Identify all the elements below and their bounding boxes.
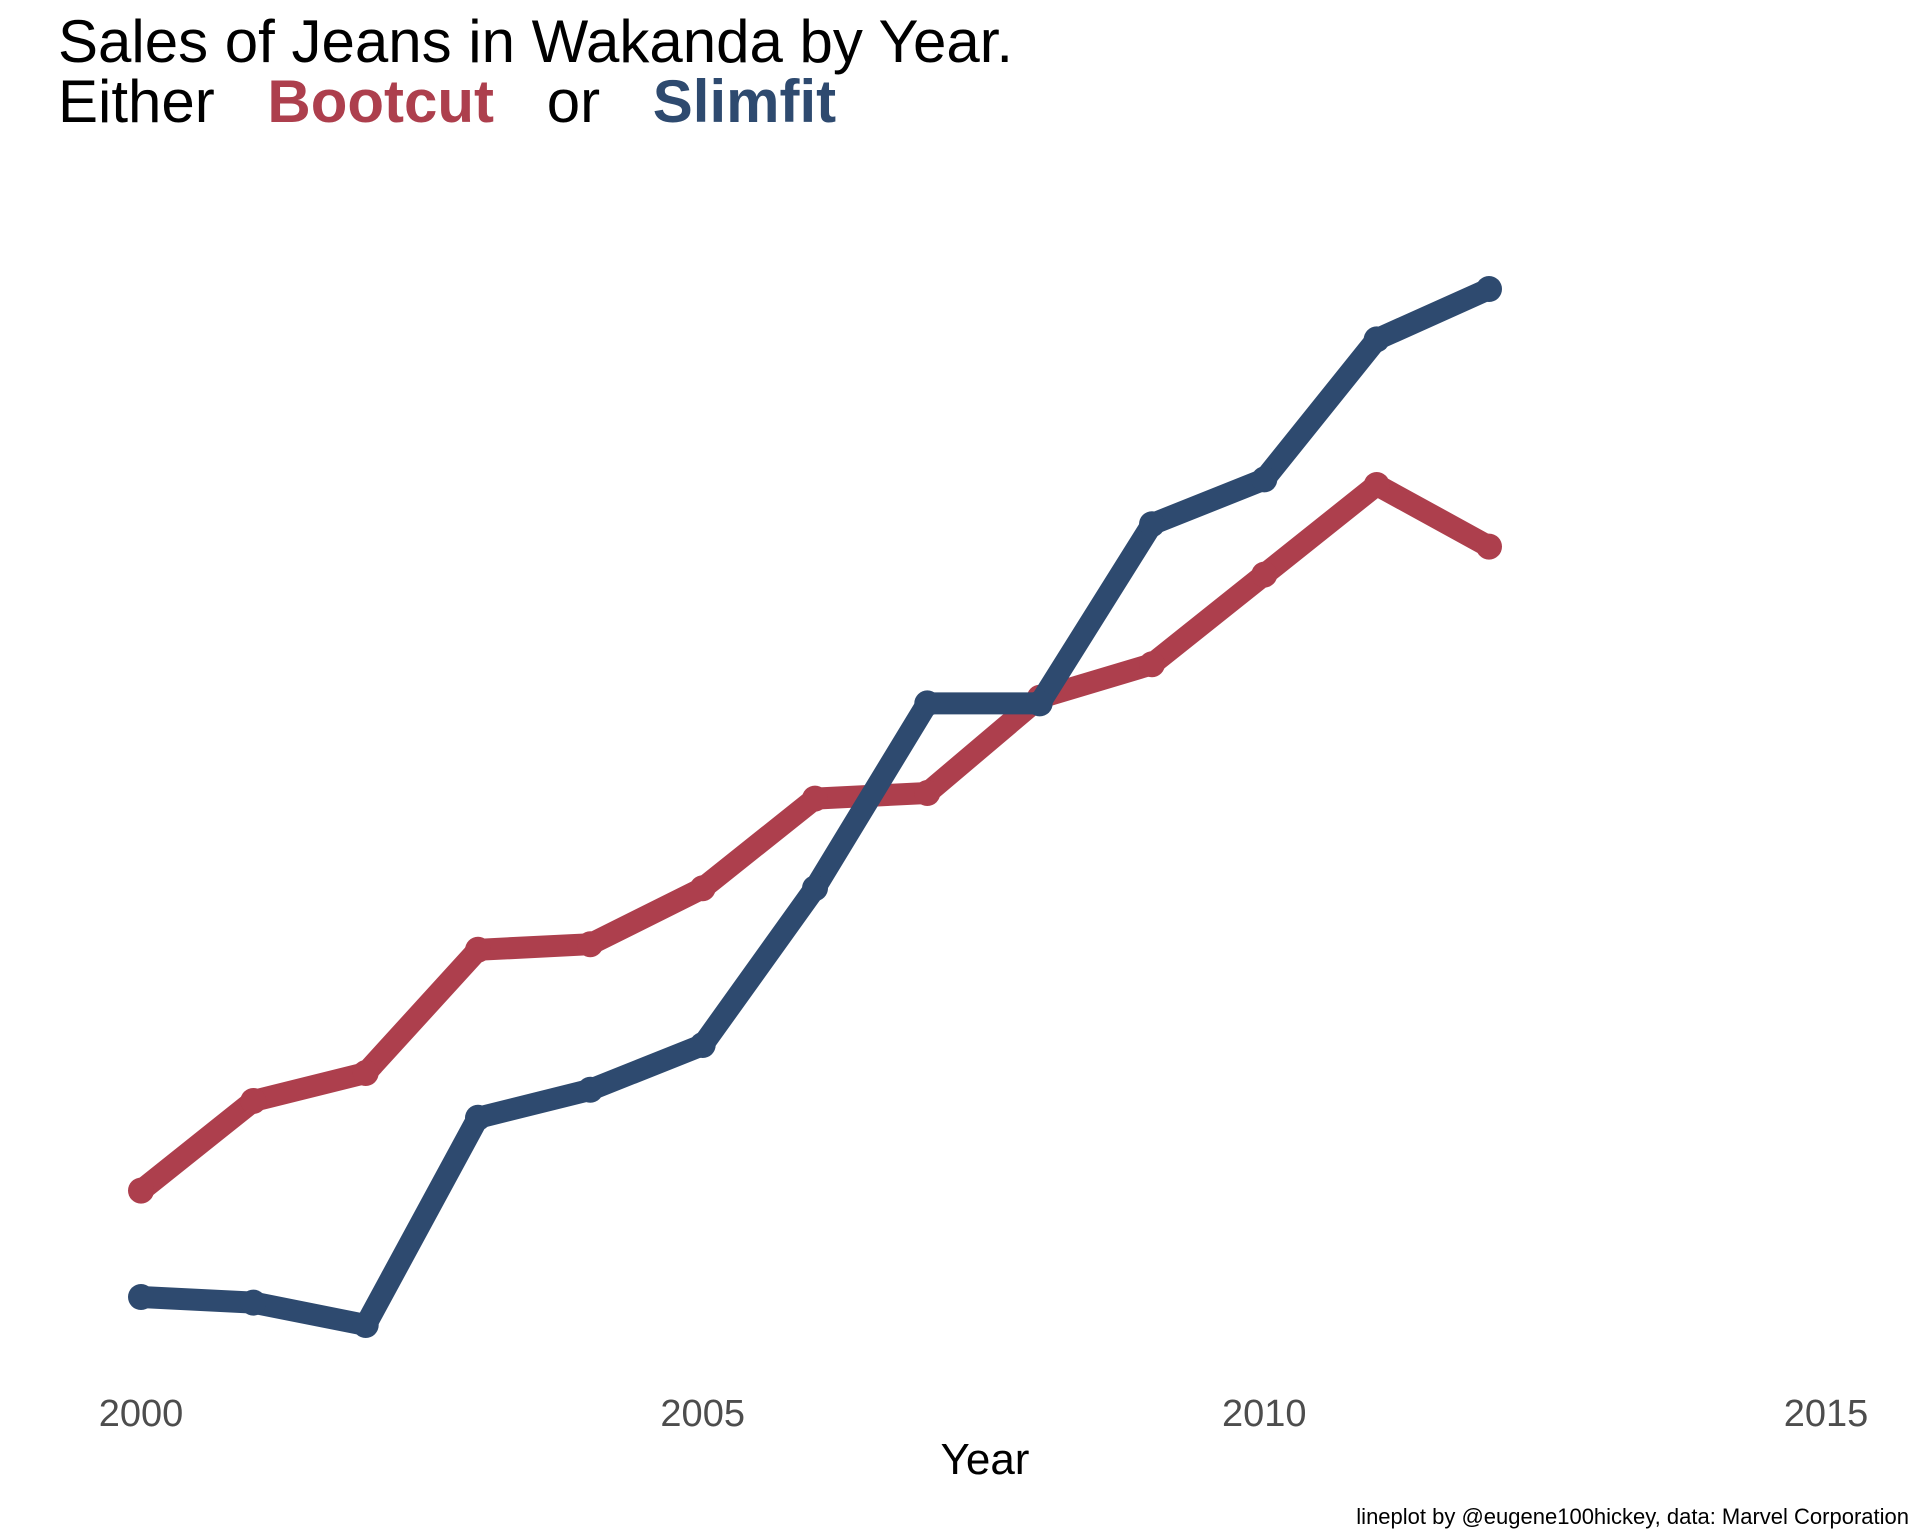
data-point-slimfit-2001: [240, 1289, 267, 1316]
x-axis-ticks: 2000 2005 2010 2015: [99, 1393, 1869, 1435]
data-point-bootcut-2012: [1476, 533, 1502, 560]
subtitle-slimfit: Slimfit: [653, 68, 836, 135]
data-point-bootcut-2009: [1139, 651, 1165, 678]
data-point-bootcut-2005: [689, 875, 716, 902]
data-point-slimfit-2006: [802, 875, 828, 902]
data-point-slimfit-2011: [1363, 326, 1390, 353]
data-point-bootcut-2002: [352, 1060, 379, 1086]
data-point-bootcut-2004: [577, 931, 604, 958]
x-tick-label-2015: 2015: [1784, 1393, 1869, 1435]
data-point-slimfit-2004: [577, 1076, 604, 1103]
subtitle: Either Bootcut or Slimfit: [58, 68, 836, 135]
title: Sales of Jeans in Wakanda by Year.: [58, 8, 1013, 75]
x-tick-label-2000: 2000: [99, 1393, 184, 1435]
data-point-bootcut-2007: [914, 780, 941, 806]
subtitle-bootcut: Bootcut: [267, 68, 494, 135]
chart-title: Sales of Jeans in Wakanda by Year. Eithe…: [58, 8, 1013, 135]
data-point-bootcut-2011: [1363, 472, 1390, 498]
x-tick-label-2010: 2010: [1222, 1393, 1307, 1435]
series-layer: [128, 276, 1502, 1338]
subtitle-prefix: Either: [58, 68, 215, 135]
data-point-slimfit-2009: [1139, 511, 1165, 538]
data-point-slimfit-2003: [465, 1104, 491, 1131]
x-tick-label-2005: 2005: [660, 1393, 745, 1435]
data-point-slimfit-2000: [128, 1284, 154, 1310]
data-point-bootcut-2003: [465, 936, 491, 963]
series-line-bootcut: [130, 474, 1500, 1202]
data-point-slimfit-2007: [914, 690, 941, 717]
subtitle-joiner: or: [547, 68, 600, 135]
data-point-slimfit-2005: [689, 1032, 716, 1058]
data-point-slimfit-2010: [1251, 466, 1278, 493]
data-point-slimfit-2002: [352, 1312, 379, 1338]
x-axis-title: Year: [941, 1435, 1030, 1484]
data-point-slimfit-2012: [1476, 276, 1502, 302]
data-point-bootcut-2010: [1251, 561, 1278, 588]
data-point-slimfit-2008: [1026, 690, 1053, 717]
data-point-bootcut-2001: [240, 1088, 267, 1114]
data-point-bootcut-2000: [128, 1177, 154, 1204]
caption: lineplot by @eugene100hickey, data: Marv…: [1356, 1504, 1909, 1529]
data-point-bootcut-2006: [802, 785, 828, 812]
